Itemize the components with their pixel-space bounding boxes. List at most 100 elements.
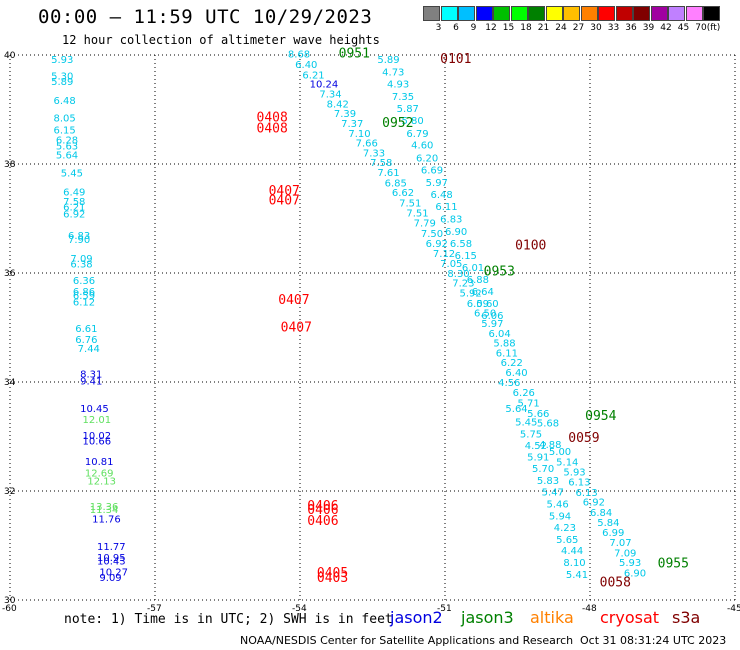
wave-height-label: 6.11: [496, 348, 518, 359]
color-scale-swatch: [650, 6, 668, 21]
legend-item-jason2: jason2: [390, 608, 443, 627]
wave-height-label: 4.56: [498, 378, 520, 389]
wave-height-label: 6.12: [73, 298, 95, 309]
footer-organization: NOAA/NESDIS Center for Satellite Applica…: [240, 634, 574, 647]
wave-height-label: 6.13: [568, 478, 590, 489]
wave-height-label: 5.14: [556, 457, 578, 468]
pass-time-label: 0101: [440, 52, 471, 67]
color-scale-swatch: [668, 6, 685, 21]
wave-height-label: 5.47: [542, 487, 564, 498]
wave-height-label: 5.84: [597, 518, 619, 529]
pass-time-label: 0405: [317, 566, 348, 581]
x-tick-label: -45: [727, 604, 740, 614]
wave-height-label: 7.58: [370, 158, 392, 169]
wave-height-label: 12.01: [83, 415, 112, 426]
color-scale-label: 6: [453, 23, 459, 33]
wave-height-label: 5.71: [518, 399, 540, 410]
y-tick-label: 30: [4, 596, 16, 606]
color-scale-label: 36: [625, 23, 637, 33]
color-scale-label: 9: [470, 23, 477, 33]
wave-height-label: 6.40: [505, 368, 527, 379]
wave-height-label: 4.60: [411, 141, 433, 152]
wave-height-label: 6.58: [450, 239, 472, 250]
wave-height-label: 9.41: [80, 377, 102, 388]
pass-time-label: 0954: [585, 409, 616, 424]
wave-height-label: 7.90: [68, 235, 90, 246]
wave-height-label: 4.44: [561, 546, 583, 557]
wave-height-label: 6.15: [54, 125, 76, 136]
pass-time-label: 0955: [658, 556, 689, 571]
wave-height-label: 5.91: [527, 452, 549, 463]
wave-height-label: 5.83: [537, 476, 559, 487]
wave-height-label: 6.48: [431, 190, 453, 201]
legend-item-cryosat: cryosat: [600, 608, 660, 627]
wave-height-label: 4.73: [382, 68, 404, 79]
x-tick-label: -57: [147, 604, 162, 614]
pass-time-label: 0407: [281, 320, 312, 335]
color-scale-label: 27: [572, 23, 585, 33]
wave-height-label: 8.68: [288, 50, 310, 61]
wave-height-label: 5.46: [547, 499, 569, 510]
wave-height-label: 5.66: [527, 409, 549, 420]
x-tick-label: -51: [437, 604, 452, 614]
wave-height-label: 5.94: [549, 511, 571, 522]
color-scale-label: 24: [555, 23, 567, 33]
pass-time-label: 0058: [600, 575, 631, 590]
color-scale-label: 18: [520, 23, 532, 33]
wave-height-label: 10.27: [99, 567, 128, 578]
color-scale-label: 33: [607, 23, 620, 33]
color-scale-swatch: [545, 6, 563, 21]
color-scale-label: (ft): [706, 23, 721, 33]
color-scale-label: 39: [642, 23, 655, 33]
wave-height-label: 6.01: [462, 263, 484, 274]
color-scale-swatch: [633, 6, 650, 21]
wave-height-label: 5.93: [51, 55, 73, 66]
wave-height-label: 7.05: [440, 259, 462, 270]
color-scale-swatch: [685, 6, 703, 21]
wave-height-label: 7.61: [377, 168, 399, 179]
wave-height-label: 5.63: [56, 141, 78, 152]
pass-time-label: 0403: [317, 571, 348, 586]
color-scale-swatch: [703, 6, 720, 21]
wave-height-label: 11.77: [97, 542, 126, 553]
wave-height-label: 7.39: [334, 109, 356, 120]
pass-time-label: 0406: [307, 503, 338, 518]
pass-time-label: 0100: [515, 239, 546, 254]
wave-height-label: 6.61: [75, 324, 97, 335]
wave-labels: 8.686.406.2110.247.348.427.397.377.107.6…: [51, 47, 689, 591]
wave-height-label: 6.62: [392, 188, 414, 199]
color-scale-label: 45: [677, 23, 690, 33]
wave-height-label: 8.30: [447, 269, 469, 280]
color-scale-swatch: [475, 6, 493, 21]
wave-height-label: 5.00: [549, 447, 571, 458]
pass-time-label: 0951: [339, 47, 370, 62]
wave-height-label: 6.86: [73, 287, 95, 298]
color-scale-swatch: [510, 6, 528, 21]
legend-item-jason3: jason3: [461, 608, 514, 627]
wave-height-label: 5.41: [566, 570, 588, 581]
wave-height-label: 5.65: [556, 535, 578, 546]
y-tick-label: 38: [4, 160, 16, 170]
y-tick-label: 32: [4, 487, 15, 497]
wave-height-label: 6.92: [426, 239, 448, 250]
color-scale-swatch: [563, 6, 580, 21]
wave-height-label: 6.64: [472, 287, 494, 298]
wave-height-label: 7.12: [433, 249, 455, 260]
wave-height-label: 10.43: [97, 557, 126, 568]
wave-height-label: 5.89: [51, 77, 73, 88]
page-title: 00:00 – 11:59 UTC 10/29/2023: [38, 6, 373, 28]
wave-height-label: 4.93: [387, 80, 409, 91]
wave-height-label: 6.26: [513, 388, 535, 399]
color-scale-label: 12: [485, 23, 497, 33]
wave-height-label: 6.04: [489, 329, 511, 340]
wave-height-label: 6.06: [481, 311, 503, 322]
wave-height-label: 6.92: [583, 498, 605, 509]
pass-time-label: 0408: [257, 110, 288, 125]
wave-height-label: 7.50: [421, 229, 443, 240]
wave-height-label: 5.80: [402, 116, 424, 127]
color-scale-label: 21: [537, 23, 550, 33]
wave-height-label: 8.10: [563, 558, 585, 569]
wave-height-label: 6.88: [467, 275, 489, 286]
wave-height-label: 5.68: [537, 419, 559, 430]
wave-height-label: 5.60: [476, 299, 498, 310]
